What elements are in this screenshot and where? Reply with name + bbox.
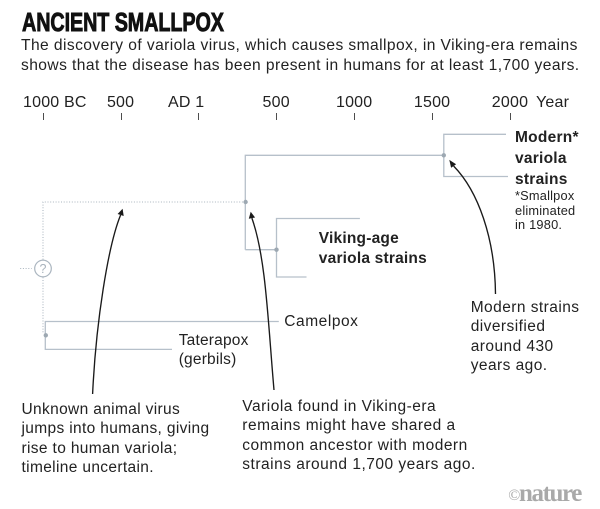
svg-text:?: ? [40,262,47,276]
